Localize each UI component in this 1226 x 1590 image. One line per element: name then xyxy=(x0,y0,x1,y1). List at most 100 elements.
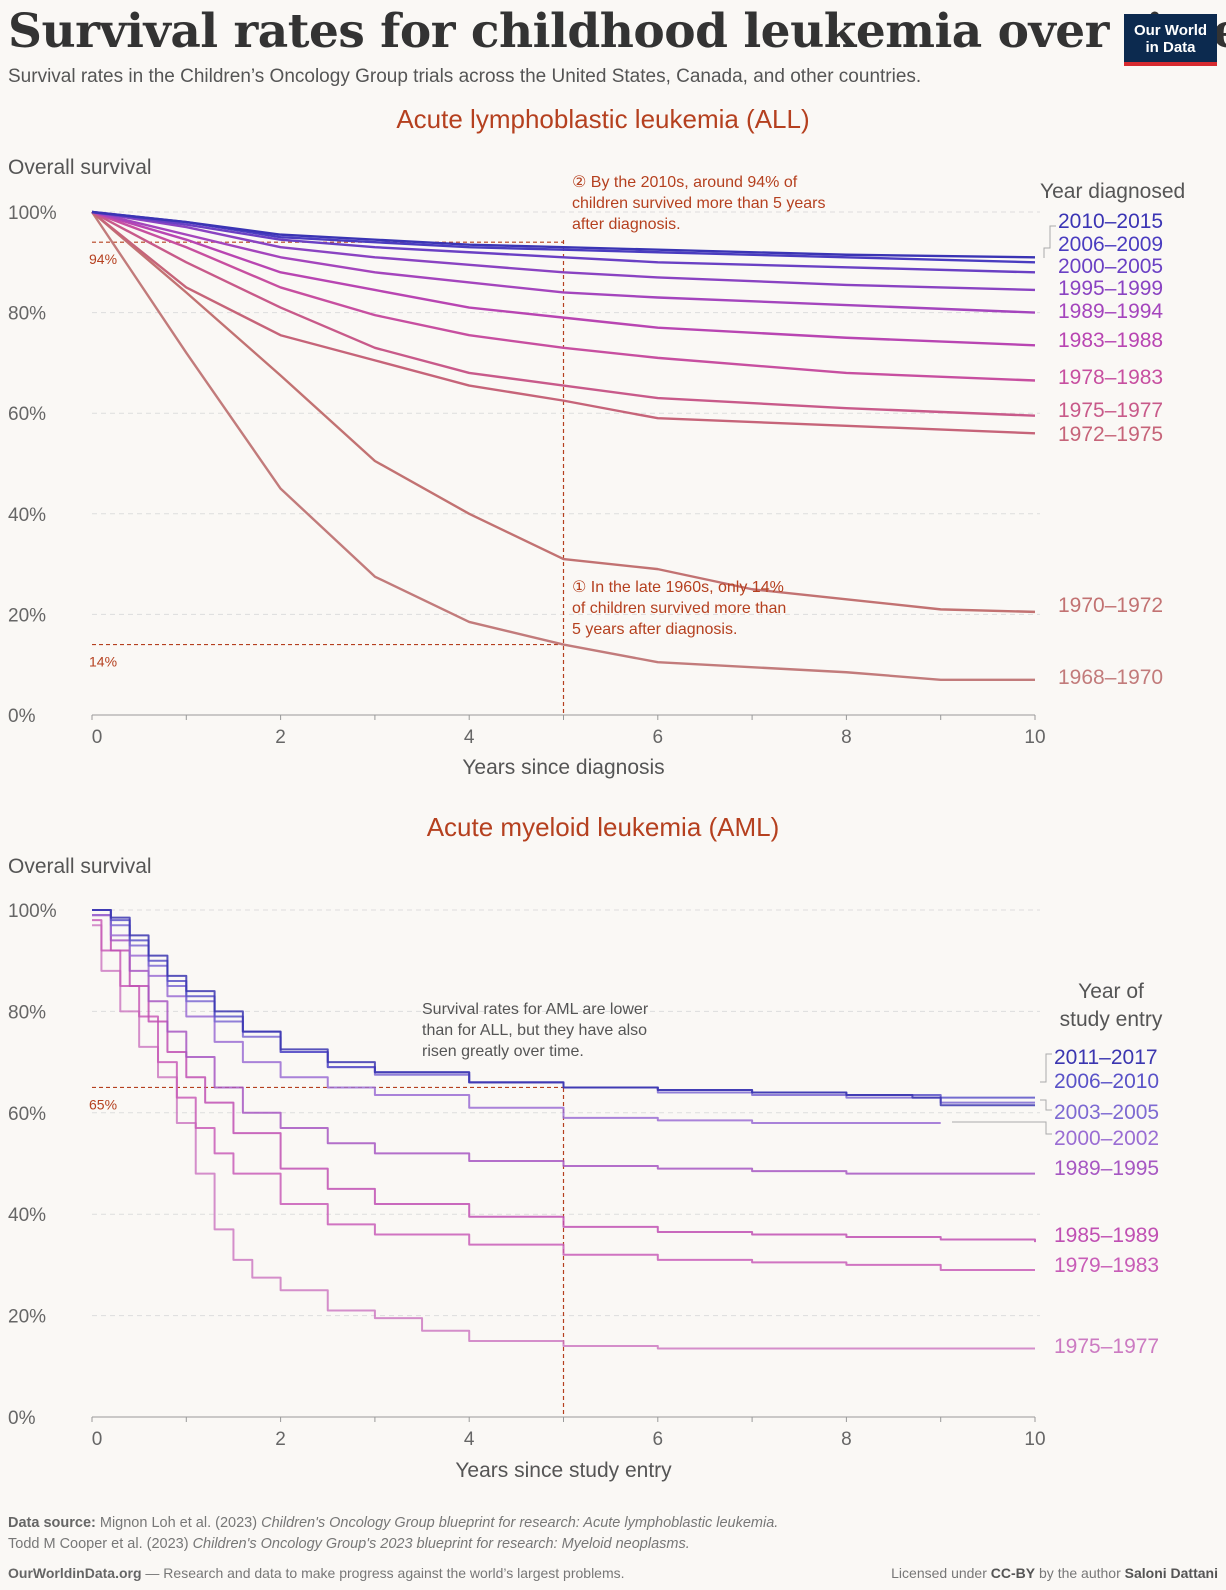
series-label: 1978–1983 xyxy=(1058,366,1163,389)
x-axis-label: Years since diagnosis xyxy=(462,756,664,779)
label-connector xyxy=(952,1121,1052,1135)
series-label: 1989–1995 xyxy=(1054,1157,1159,1180)
annotation-text: after diagnosis. xyxy=(572,216,681,233)
y-tick-label: 40% xyxy=(8,1205,46,1226)
all-chart: Acute lymphoblastic leukemia (ALL) Overal… xyxy=(8,104,1185,779)
y-tick-label: 0% xyxy=(8,706,36,727)
site-link[interactable]: OurWorldinData.org xyxy=(8,1565,142,1581)
x-tick-label: 2 xyxy=(275,727,286,748)
annotation-text: 5 years after diagnosis. xyxy=(572,621,737,638)
source-2-authors: Todd M Cooper et al. (2023) xyxy=(8,1536,193,1552)
y-tick-label: 20% xyxy=(8,1307,46,1328)
series-label: 1979–1983 xyxy=(1054,1254,1159,1277)
footer-license: Licensed under CC-BY by the author Salon… xyxy=(891,1565,1218,1581)
annotation-text: children survived more than 5 years xyxy=(572,195,825,212)
y-tick-label: 60% xyxy=(8,1104,46,1125)
series-line xyxy=(92,914,1035,1175)
x-tick-label: 0 xyxy=(92,1429,103,1450)
x-tick-label: 8 xyxy=(841,727,852,748)
data-source: Data source: Mignon Loh et al. (2023) Ch… xyxy=(8,1513,778,1555)
license-link[interactable]: CC-BY xyxy=(990,1565,1036,1581)
x-tick-label: 2 xyxy=(275,1429,286,1450)
label-connector xyxy=(1040,1053,1052,1083)
charts-canvas: Acute lymphoblastic leukemia (ALL) Overal… xyxy=(8,104,1185,1482)
annotation-text: risen greatly over time. xyxy=(422,1043,584,1060)
reference-line-label: 14% xyxy=(89,654,117,670)
series-line xyxy=(92,919,1035,1271)
series-label: 2006–2010 xyxy=(1054,1070,1159,1093)
author-name: Saloni Dattani xyxy=(1124,1565,1218,1581)
y-tick-label: 100% xyxy=(8,901,57,922)
series-label: 1975–1977 xyxy=(1054,1335,1159,1358)
series-line xyxy=(92,914,1036,1243)
label-connector xyxy=(1043,225,1056,258)
series-label: 1983–1988 xyxy=(1058,329,1163,352)
series-label: 1975–1977 xyxy=(1058,399,1163,422)
x-tick-label: 0 xyxy=(92,727,103,748)
page-subtitle: Survival rates in the Children’s Oncolog… xyxy=(8,66,922,87)
label-connector xyxy=(1040,1099,1052,1111)
series-line xyxy=(91,211,1035,681)
series-label: 2000–2005 xyxy=(1058,255,1163,278)
site-tagline: — Research and data to make progress aga… xyxy=(141,1565,625,1581)
aml-chart: Acute myeloid leukemia (AML) Overall surv… xyxy=(8,812,1163,1482)
page-title: Survival rates for childhood leukemia ov… xyxy=(8,4,1226,59)
source-1-title: Children's Oncology Group blueprint for … xyxy=(261,1515,779,1531)
reference-line-label: 65% xyxy=(89,1096,117,1112)
source-2-title: Children's Oncology Group's 2023 bluepri… xyxy=(192,1536,690,1552)
legend-title: Year of xyxy=(1078,980,1144,1003)
annotation-text: than for ALL, but they have also xyxy=(422,1022,647,1039)
source-1-authors: Mignon Loh et al. (2023) xyxy=(99,1515,262,1531)
annotation-text: Survival rates for AML are lower xyxy=(422,1001,649,1018)
y-tick-label: 60% xyxy=(8,404,46,425)
x-tick-label: 4 xyxy=(464,1429,475,1450)
y-tick-label: 0% xyxy=(8,1408,36,1429)
x-tick-label: 10 xyxy=(1024,1429,1045,1450)
logo-line-2: in Data xyxy=(1145,39,1196,56)
legend-title: study entry xyxy=(1060,1008,1163,1031)
footer-site: OurWorldinData.org — Research and data t… xyxy=(8,1565,625,1581)
license-prefix: Licensed under xyxy=(891,1565,991,1581)
series-line xyxy=(91,210,1036,382)
y-tick-label: 80% xyxy=(8,1002,46,1023)
series-label: 2003–2005 xyxy=(1054,1101,1159,1124)
y-tick-label: 80% xyxy=(8,304,46,325)
license-mid: by the author xyxy=(1035,1565,1125,1581)
y-axis-label: Overall survival xyxy=(8,855,152,878)
series-line xyxy=(91,210,1036,292)
series-label: 1968–1970 xyxy=(1058,666,1163,689)
series-line xyxy=(91,210,1036,274)
x-tick-label: 4 xyxy=(464,727,475,748)
series-line xyxy=(91,210,1036,314)
series-line xyxy=(91,211,1036,614)
chart-title: Acute lymphoblastic leukemia (ALL) xyxy=(396,104,809,134)
series-label: 1989–1994 xyxy=(1058,300,1163,323)
x-tick-label: 10 xyxy=(1024,727,1045,748)
x-tick-label: 6 xyxy=(653,1429,664,1450)
x-axis-label: Years since study entry xyxy=(455,1459,672,1482)
x-tick-label: 6 xyxy=(653,727,664,748)
source-label: Data source: xyxy=(8,1515,96,1531)
y-axis-label: Overall survival xyxy=(8,156,152,179)
logo-line-1: Our World xyxy=(1133,22,1208,39)
series-line xyxy=(91,210,1036,347)
series-line xyxy=(92,924,1035,1350)
series-label: 1970–1972 xyxy=(1058,594,1163,617)
series-label: 1995–1999 xyxy=(1058,277,1163,300)
y-tick-label: 20% xyxy=(8,605,46,626)
owid-logo[interactable]: Our World in Data xyxy=(1124,14,1217,66)
series-label: 2010–2015 xyxy=(1058,210,1163,233)
series-label: 2011–2017 xyxy=(1054,1046,1158,1069)
chart-title: Acute myeloid leukemia (AML) xyxy=(427,812,780,842)
series-label: 1972–1975 xyxy=(1058,423,1163,446)
reference-line-label: 94% xyxy=(89,251,117,267)
series-line xyxy=(92,909,1035,1107)
series-label: 2000–2002 xyxy=(1054,1127,1159,1150)
series-line xyxy=(91,211,1036,435)
y-tick-label: 100% xyxy=(8,203,57,224)
series-label: 1985–1989 xyxy=(1054,1224,1159,1247)
annotation-text: of children survived more than xyxy=(572,600,786,617)
series-label: 2006–2009 xyxy=(1058,233,1163,256)
annotation-text: ① In the late 1960s, only 14% xyxy=(572,579,784,596)
legend-title: Year diagnosed xyxy=(1040,180,1185,203)
